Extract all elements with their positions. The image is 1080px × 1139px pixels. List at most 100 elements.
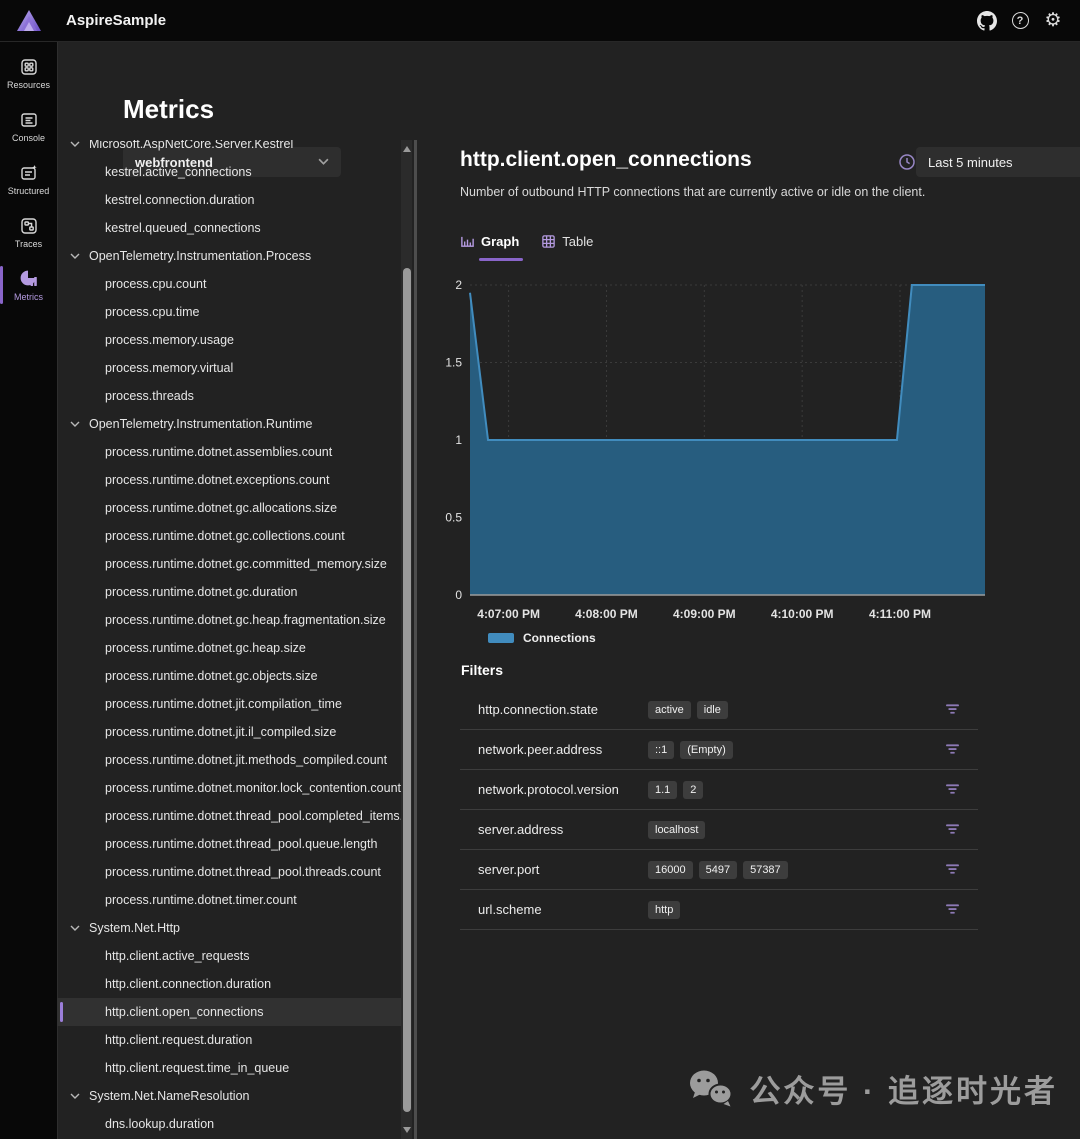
metric-item[interactable]: dns.lookup.duration: [57, 1110, 401, 1138]
tree-group[interactable]: System.Net.NameResolution: [57, 1082, 401, 1110]
metric-item[interactable]: process.runtime.dotnet.jit.il_compiled.s…: [57, 718, 401, 746]
metric-item[interactable]: process.memory.usage: [57, 326, 401, 354]
filter-row: network.protocol.version 1.1 2: [460, 770, 978, 810]
metric-item-label: kestrel.queued_connections: [105, 221, 261, 235]
filter-funnel-icon[interactable]: [945, 703, 960, 716]
metric-item[interactable]: process.runtime.dotnet.exceptions.count: [57, 466, 401, 494]
sidebar-item-label: Structured: [7, 185, 50, 196]
metric-item[interactable]: http.client.request.duration: [57, 1026, 401, 1054]
help-icon[interactable]: ?: [1009, 10, 1031, 32]
metric-item[interactable]: process.runtime.dotnet.gc.duration: [57, 578, 401, 606]
filter-funnel-icon[interactable]: [945, 823, 960, 836]
metric-item[interactable]: http.client.connection.duration: [57, 970, 401, 998]
scrollbar-thumb[interactable]: [402, 268, 411, 1112]
metric-item[interactable]: process.runtime.dotnet.gc.heap.size: [57, 634, 401, 662]
metric-item[interactable]: http.client.request.time_in_queue: [57, 1054, 401, 1082]
metrics-icon: [20, 270, 37, 286]
tree-group[interactable]: Microsoft.AspNetCore.Server.Kestrel: [57, 140, 401, 158]
tree-scrollbar[interactable]: [401, 140, 412, 1139]
metric-item-label: process.runtime.dotnet.gc.heap.size: [105, 641, 306, 655]
filter-funnel-icon[interactable]: [945, 863, 960, 876]
chart-legend: Connections: [488, 631, 596, 645]
tree-group[interactable]: System.Net.Http: [57, 914, 401, 942]
filter-funnel-icon[interactable]: [945, 903, 960, 916]
scroll-up-arrow[interactable]: [402, 146, 411, 152]
sidebar-item-traces[interactable]: Traces: [0, 210, 57, 254]
metric-item-label: process.runtime.dotnet.timer.count: [105, 893, 297, 907]
sidebar-item-metrics[interactable]: Metrics: [0, 263, 57, 307]
filter-tag: 57387: [743, 860, 788, 879]
filter-tags: active idle: [648, 700, 728, 719]
metric-item-label: http.client.request.time_in_queue: [105, 1061, 290, 1075]
resources-icon: [20, 58, 37, 75]
metric-item-label: process.runtime.dotnet.jit.compilation_t…: [105, 697, 342, 711]
sidebar-item-label: Metrics: [14, 292, 43, 302]
metric-item[interactable]: process.runtime.dotnet.thread_pool.threa…: [57, 858, 401, 886]
filter-name: http.connection.state: [478, 702, 598, 717]
tab-label: Graph: [481, 234, 520, 249]
time-range-select[interactable]: Last 5 minutes: [916, 147, 1080, 177]
metric-item-label: process.runtime.dotnet.thread_pool.compl…: [105, 809, 401, 823]
pane-divider: [414, 140, 417, 1139]
metric-item[interactable]: process.runtime.dotnet.jit.compilation_t…: [57, 690, 401, 718]
metric-item[interactable]: process.runtime.dotnet.gc.committed_memo…: [57, 550, 401, 578]
watermark-text: 公众号 · 追逐时光者: [749, 1074, 1058, 1109]
metric-item-label: process.runtime.dotnet.gc.heap.fragmenta…: [105, 613, 386, 627]
tree-group[interactable]: OpenTelemetry.Instrumentation.Process: [57, 242, 401, 270]
metric-item[interactable]: process.runtime.dotnet.gc.heap.fragmenta…: [57, 606, 401, 634]
metric-item[interactable]: process.memory.virtual: [57, 354, 401, 382]
metric-item[interactable]: kestrel.active_connections: [57, 158, 401, 186]
github-icon[interactable]: [976, 10, 998, 32]
metric-item[interactable]: process.runtime.dotnet.assemblies.count: [57, 438, 401, 466]
metric-item[interactable]: kestrel.connection.duration: [57, 186, 401, 214]
tab-graph[interactable]: Graph: [460, 234, 523, 261]
top-bar: AspireSample ? ⚙: [0, 0, 1080, 42]
scroll-down-arrow[interactable]: [402, 1127, 411, 1133]
tab-label: Table: [562, 234, 594, 249]
metric-item[interactable]: process.runtime.dotnet.jit.methods_compi…: [57, 746, 401, 774]
metric-item[interactable]: process.runtime.dotnet.thread_pool.compl…: [57, 802, 401, 830]
tab-table[interactable]: Table: [541, 234, 593, 249]
metric-item-label: http.client.connection.duration: [105, 977, 272, 991]
metric-item[interactable]: kestrel.queued_connections: [57, 214, 401, 242]
svg-text:1.5: 1.5: [445, 356, 462, 370]
sidebar-item-label: Console: [11, 132, 46, 143]
metric-item[interactable]: process.cpu.count: [57, 270, 401, 298]
metric-item[interactable]: process.runtime.dotnet.thread_pool.queue…: [57, 830, 401, 858]
filter-tag: 2: [683, 780, 704, 799]
filter-tags: localhost: [648, 820, 706, 839]
metric-item[interactable]: process.runtime.dotnet.gc.collections.co…: [57, 522, 401, 550]
tree-group[interactable]: OpenTelemetry.Instrumentation.Runtime: [57, 410, 401, 438]
filter-tag: 5497: [698, 860, 738, 879]
chevron-down-icon: [70, 141, 80, 148]
table-grid-icon: [542, 235, 556, 248]
sidebar-item-label: Traces: [14, 238, 43, 249]
sidebar-item-structured[interactable]: Structured: [0, 157, 57, 201]
metric-item[interactable]: process.threads: [57, 382, 401, 410]
metric-item[interactable]: process.runtime.dotnet.monitor.lock_cont…: [57, 774, 401, 802]
resource-select[interactable]: webfrontend: [123, 147, 341, 177]
metric-item-label: process.runtime.dotnet.jit.il_compiled.s…: [105, 725, 337, 739]
chevron-down-icon: [70, 925, 80, 932]
metric-item[interactable]: http.client.open_connections: [57, 998, 401, 1026]
tree-group-label: System.Net.Http: [89, 921, 180, 935]
sidebar-item-resources[interactable]: Resources: [0, 51, 57, 95]
metric-item[interactable]: process.runtime.dotnet.timer.count: [57, 886, 401, 914]
filter-tag: (Empty): [680, 740, 733, 759]
chevron-down-icon: [318, 158, 329, 166]
metric-item[interactable]: process.runtime.dotnet.gc.objects.size: [57, 662, 401, 690]
filter-funnel-icon[interactable]: [945, 783, 960, 796]
metric-item-label: process.runtime.dotnet.jit.methods_compi…: [105, 753, 388, 767]
filter-row: server.address localhost: [460, 810, 978, 850]
filter-tag: ::1: [648, 740, 675, 759]
settings-icon[interactable]: ⚙: [1044, 10, 1062, 31]
sidebar-item-console[interactable]: Console: [0, 104, 57, 148]
svg-text:1: 1: [455, 433, 462, 447]
metric-item-label: process.runtime.dotnet.thread_pool.threa…: [105, 865, 381, 879]
metric-item[interactable]: process.cpu.time: [57, 298, 401, 326]
filter-row: server.port 16000 5497 57387: [460, 850, 978, 890]
filter-funnel-icon[interactable]: [945, 743, 960, 756]
active-tab-underline: [479, 258, 523, 261]
metric-item[interactable]: process.runtime.dotnet.gc.allocations.si…: [57, 494, 401, 522]
metric-item[interactable]: http.client.active_requests: [57, 942, 401, 970]
